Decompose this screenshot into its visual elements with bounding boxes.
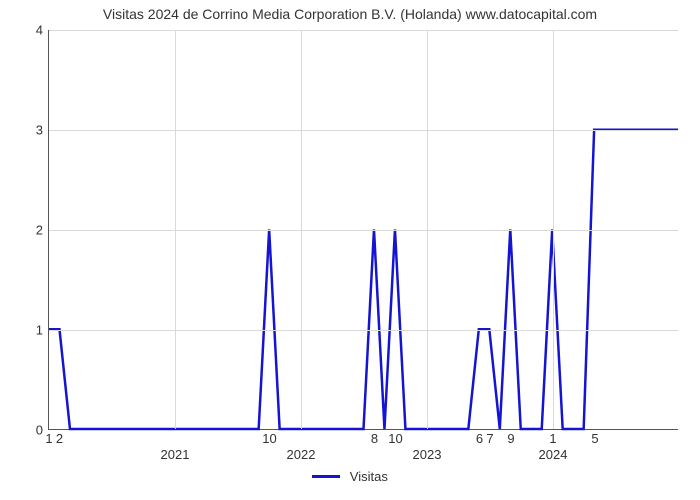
vertical-gridline	[301, 30, 302, 429]
x-point-label: 9	[507, 429, 514, 446]
chart-title: Visitas 2024 de Corrino Media Corporatio…	[0, 6, 700, 22]
x-point-label: 1	[549, 429, 556, 446]
x-point-label: 2	[56, 429, 63, 446]
visits-chart: Visitas 2024 de Corrino Media Corporatio…	[0, 0, 700, 500]
horizontal-gridline	[49, 330, 678, 331]
horizontal-gridline	[49, 30, 678, 31]
series-path	[49, 130, 678, 429]
x-point-label: 8	[371, 429, 378, 446]
horizontal-gridline	[49, 230, 678, 231]
y-tick-label: 1	[36, 323, 49, 338]
legend-label: Visitas	[350, 469, 388, 484]
y-tick-label: 2	[36, 223, 49, 238]
vertical-gridline	[553, 30, 554, 429]
x-year-label: 2023	[413, 429, 442, 462]
plot-area: 012342021202220232024121081067915	[48, 30, 678, 430]
x-point-label: 5	[591, 429, 598, 446]
x-point-label: 10	[388, 429, 402, 446]
vertical-gridline	[427, 30, 428, 429]
x-point-label: 1	[45, 429, 52, 446]
vertical-gridline	[175, 30, 176, 429]
x-point-label: 7	[486, 429, 493, 446]
y-tick-label: 4	[36, 23, 49, 38]
x-year-label: 2021	[161, 429, 190, 462]
chart-legend: Visitas	[0, 468, 700, 484]
horizontal-gridline	[49, 130, 678, 131]
x-point-label: 10	[262, 429, 276, 446]
y-tick-label: 3	[36, 123, 49, 138]
x-year-label: 2022	[287, 429, 316, 462]
x-point-label: 6	[476, 429, 483, 446]
legend-swatch	[312, 475, 340, 478]
